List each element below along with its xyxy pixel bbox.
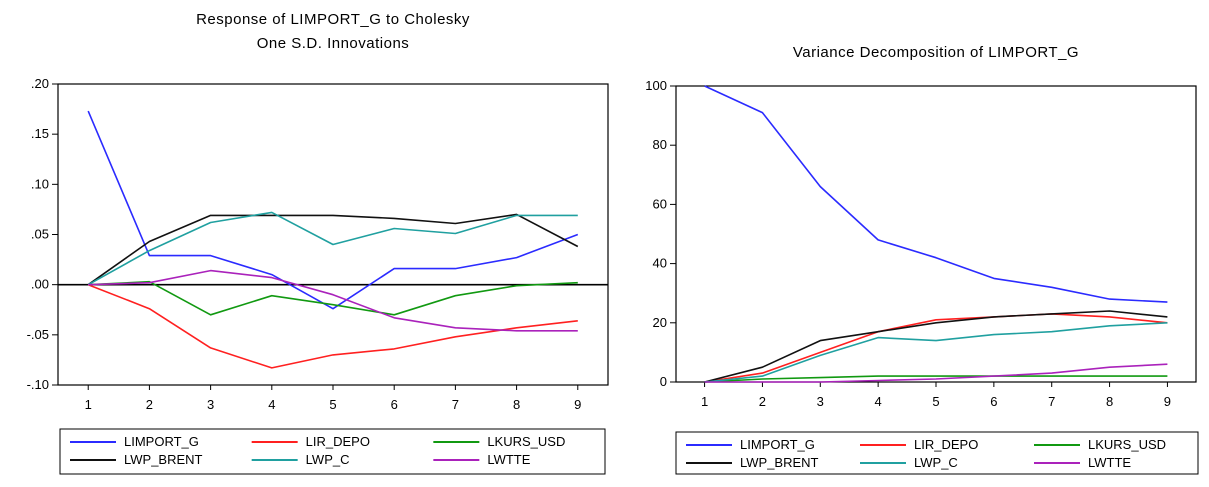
- x-tick-label: 1: [85, 397, 92, 412]
- legend-label-limport-g: LIMPORT_G: [124, 434, 199, 449]
- y-tick-label: .20: [31, 76, 49, 91]
- plot-frame: [676, 86, 1196, 382]
- x-tick-label: 5: [329, 397, 336, 412]
- x-tick-label: 3: [817, 394, 824, 409]
- legend-label-lwp-c: LWP_C: [914, 455, 958, 470]
- x-tick-label: 9: [574, 397, 581, 412]
- x-tick-label: 6: [391, 397, 398, 412]
- chart-1: Response of LIMPORT_G to Cholesky One S.D…: [27, 11, 608, 474]
- chart-title: One S.D. Innovations: [257, 35, 410, 52]
- legend-label-lwtte: LWTTE: [1088, 455, 1131, 470]
- x-tick-label: 4: [875, 394, 882, 409]
- legend-label-lkurs-usd: LKURS_USD: [487, 434, 565, 449]
- y-tick-label: .00: [31, 277, 49, 292]
- x-tick-label: 2: [146, 397, 153, 412]
- x-tick-label: 8: [1106, 394, 1113, 409]
- legend-label-lwp-brent: LWP_BRENT: [740, 455, 819, 470]
- series-line-lkurs-usd: [88, 282, 578, 315]
- legend-label-lwp-brent: LWP_BRENT: [124, 452, 203, 467]
- series-line-limport-g: [705, 86, 1168, 302]
- series-line-lwp-brent: [88, 214, 578, 284]
- legend-label-lwp-c: LWP_C: [306, 452, 350, 467]
- y-tick-label: -.10: [27, 377, 49, 392]
- legend-label-lkurs-usd: LKURS_USD: [1088, 437, 1166, 452]
- y-tick-label: .05: [31, 227, 49, 242]
- x-tick-label: 2: [759, 394, 766, 409]
- x-tick-label: 9: [1164, 394, 1171, 409]
- x-tick-label: 5: [932, 394, 939, 409]
- y-tick-label: 100: [645, 78, 667, 93]
- y-tick-label: 80: [653, 137, 667, 152]
- x-tick-label: 7: [452, 397, 459, 412]
- legend-label-lir-depo: LIR_DEPO: [914, 437, 978, 452]
- y-tick-label: 20: [653, 315, 667, 330]
- legend-label-lir-depo: LIR_DEPO: [306, 434, 370, 449]
- x-tick-label: 7: [1048, 394, 1055, 409]
- chart-2: Variance Decomposition of LIMPORT_G10080…: [645, 44, 1198, 474]
- chart-title: Response of LIMPORT_G to Cholesky: [196, 11, 470, 28]
- chart-title: Variance Decomposition of LIMPORT_G: [793, 44, 1079, 61]
- series-line-lwp-c: [705, 323, 1168, 382]
- y-tick-label: .15: [31, 126, 49, 141]
- y-tick-label: -.05: [27, 327, 49, 342]
- legend-label-limport-g: LIMPORT_G: [740, 437, 815, 452]
- y-tick-label: .10: [31, 176, 49, 191]
- series-line-lwtte: [88, 271, 578, 331]
- x-tick-label: 4: [268, 397, 275, 412]
- y-tick-label: 40: [653, 256, 667, 271]
- x-tick-label: 6: [990, 394, 997, 409]
- x-tick-label: 1: [701, 394, 708, 409]
- series-line-lwp-c: [88, 212, 578, 284]
- x-tick-label: 8: [513, 397, 520, 412]
- series-line-lir-depo: [88, 285, 578, 368]
- legend-label-lwtte: LWTTE: [487, 452, 530, 467]
- y-tick-label: 0: [660, 374, 667, 389]
- y-tick-label: 60: [653, 196, 667, 211]
- x-tick-label: 3: [207, 397, 214, 412]
- series-line-limport-g: [88, 111, 578, 309]
